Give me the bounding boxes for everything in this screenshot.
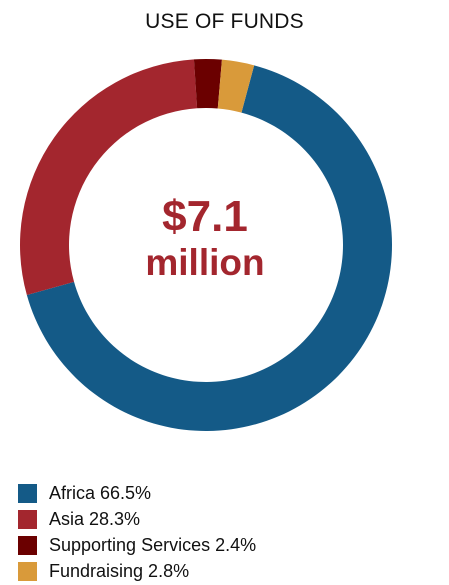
legend-item-africa: Africa 66.5%	[18, 480, 438, 506]
legend-swatch-asia	[18, 509, 37, 529]
donut-slice-asia	[20, 59, 198, 296]
legend-item-asia: Asia 28.3%	[18, 506, 438, 532]
legend-label-africa: Africa 66.5%	[49, 482, 152, 503]
legend-label-fundraising: Fundraising 2.8%	[49, 560, 190, 581]
legend-swatch-fundraising	[18, 561, 37, 581]
legend: Africa 66.5% Asia 28.3% Supporting Servi…	[18, 480, 438, 584]
legend-label-supporting-services: Supporting Services 2.4%	[49, 534, 257, 555]
legend-swatch-supporting-services	[18, 535, 37, 555]
donut-slice-fundraising	[217, 59, 255, 113]
legend-label-asia: Asia 28.3%	[49, 508, 141, 529]
legend-item-fundraising: Fundraising 2.8%	[18, 558, 438, 584]
legend-swatch-africa	[18, 483, 37, 503]
legend-item-supporting-services: Supporting Services 2.4%	[18, 532, 438, 558]
donut-slice-supporting	[193, 59, 222, 109]
chart-title: USE OF FUNDS	[145, 10, 304, 33]
